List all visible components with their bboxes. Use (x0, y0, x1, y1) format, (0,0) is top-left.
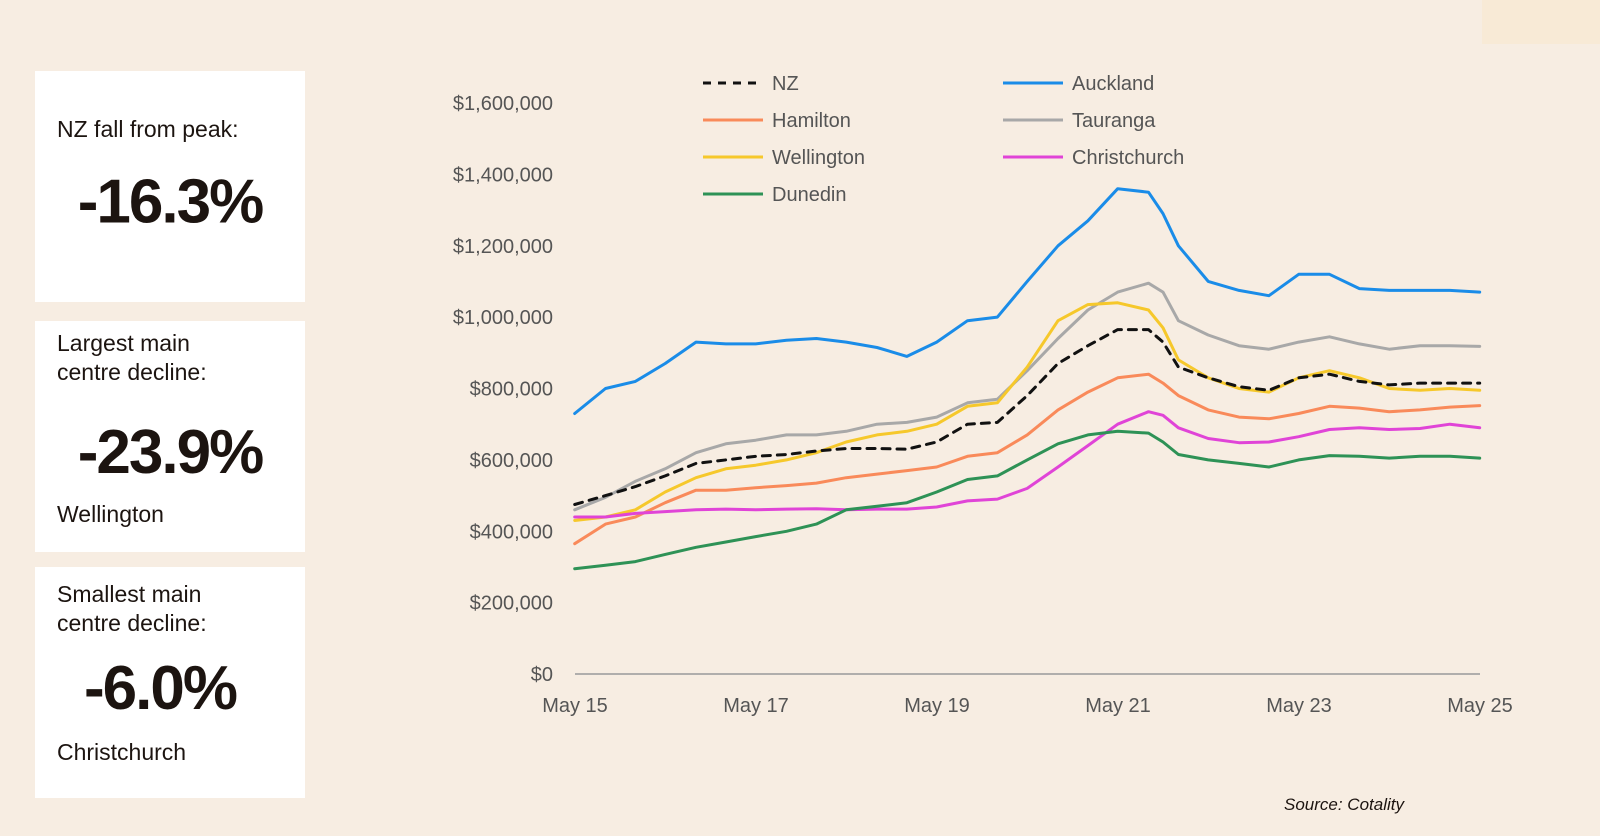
stat-label: Smallest main centre decline: (57, 581, 207, 636)
series-line-christchurch (573, 410, 1482, 519)
legend-label-hamilton: Hamilton (772, 110, 851, 132)
stat-card-nz-fall: NZ fall from peak: -16.3% (35, 71, 305, 302)
stat-value: -16.3% (77, 167, 264, 237)
series-line-wellington (573, 301, 1482, 522)
series-line-auckland (573, 187, 1482, 415)
y-tick-label: $400,000 (470, 521, 553, 543)
stat-value: -23.9% (77, 418, 264, 487)
legend-label-tauranga: Tauranga (1072, 110, 1156, 132)
x-tick-label: May 23 (1266, 695, 1332, 717)
x-tick-label: May 15 (542, 695, 608, 717)
legend-label-wellington: Wellington (772, 147, 865, 169)
y-tick-label: $1,600,000 (453, 93, 553, 115)
stat-value: -6.0% (84, 654, 238, 723)
x-tick-label: May 17 (723, 695, 789, 717)
y-tick-label: $800,000 (470, 379, 553, 401)
stat-label: NZ fall from peak: (57, 116, 239, 142)
y-tick-label: $1,400,000 (453, 164, 553, 186)
series-line-dunedin (573, 429, 1482, 571)
series-line-nz (573, 328, 1482, 506)
x-tick-label: May 19 (904, 695, 970, 717)
y-tick-label: $1,200,000 (453, 236, 553, 258)
x-tick-label: May 25 (1447, 695, 1513, 717)
stat-card-smallest-decline: Smallest main centre decline: -6.0% Chri… (35, 567, 305, 798)
y-tick-label: $0 (531, 664, 553, 686)
legend-label-auckland: Auckland (1072, 73, 1154, 95)
y-tick-label: $1,000,000 (453, 307, 553, 329)
series-line-hamilton (573, 372, 1482, 546)
legend-label-christchurch: Christchurch (1072, 147, 1184, 169)
legend-label-dunedin: Dunedin (772, 184, 847, 206)
stat-card-largest-decline: Largest main centre decline: -23.9% Well… (35, 321, 305, 552)
series-line-tauranga (573, 281, 1482, 512)
corner-accent (1482, 0, 1600, 44)
y-tick-label: $600,000 (470, 450, 553, 472)
source-note: Source: Cotality (1284, 795, 1404, 814)
stat-sub: Christchurch (57, 739, 187, 765)
y-tick-label: $200,000 (470, 593, 553, 615)
x-tick-label: May 21 (1085, 695, 1151, 717)
stat-sub: Wellington (57, 501, 164, 527)
legend-label-nz: NZ (772, 73, 799, 95)
stat-label: Largest main centre decline: (57, 330, 207, 385)
